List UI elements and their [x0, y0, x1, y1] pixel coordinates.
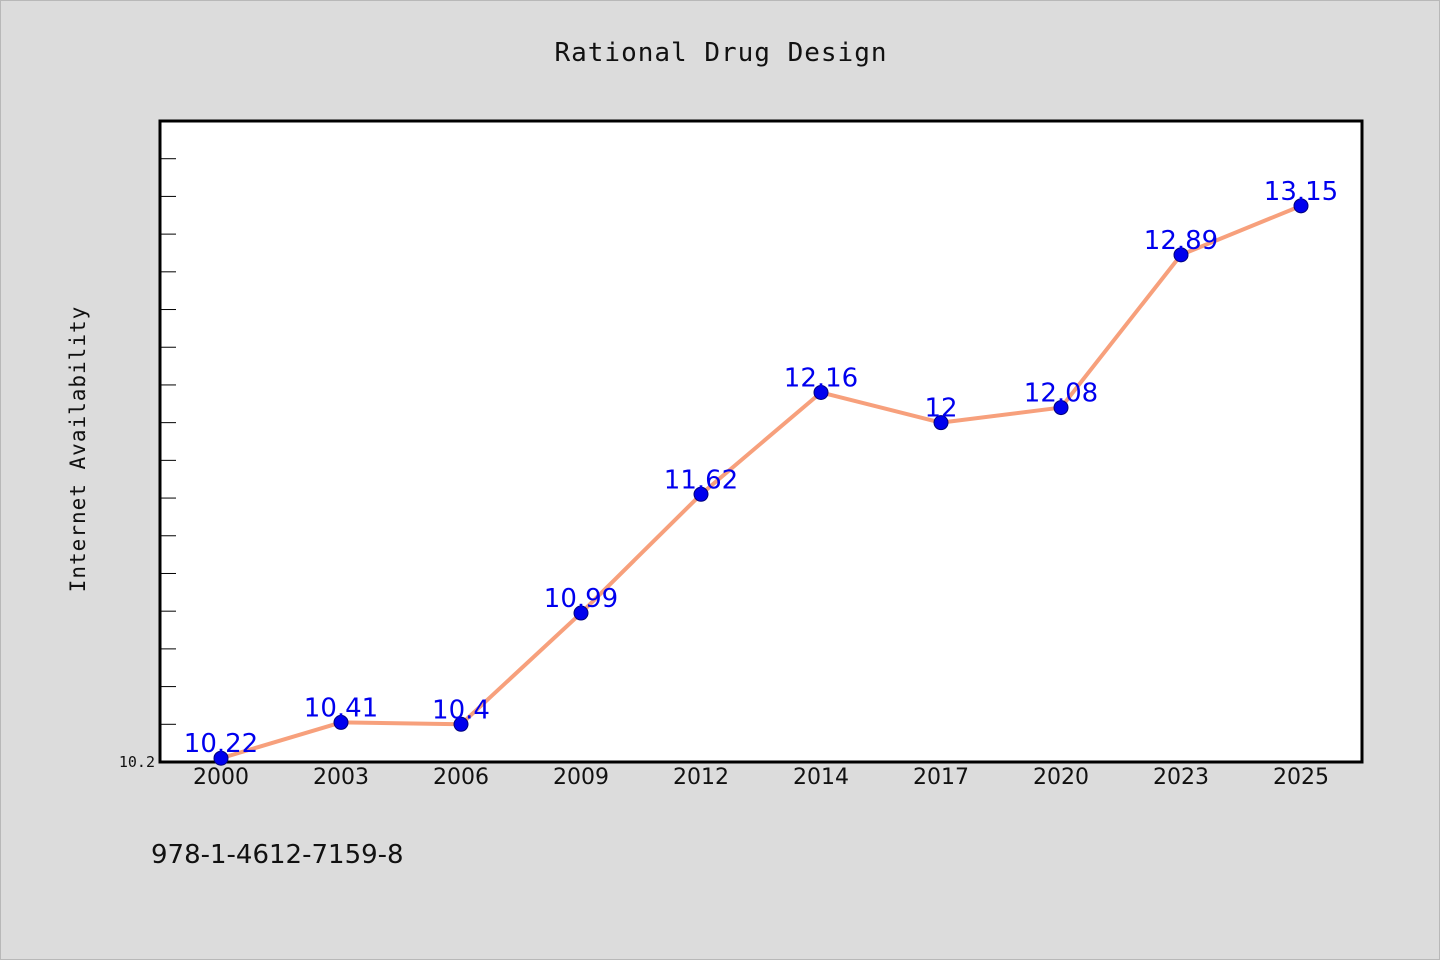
x-tick-label: 2003 — [313, 765, 369, 790]
data-point — [333, 714, 349, 730]
data-labels: 10.22 10.41 10.4 10.99 11.62 12.16 12 12.08 12.8… — [184, 177, 1338, 759]
data-point — [933, 415, 949, 431]
data-point — [453, 716, 469, 732]
x-tick-label: 2025 — [1273, 765, 1329, 790]
y-axis-tick-labels: 10.2 — [119, 753, 155, 771]
series-lines — [219, 203, 1303, 761]
x-tick-label: 2006 — [433, 765, 489, 790]
x-tick-label: 2014 — [793, 765, 849, 790]
data-point — [1293, 198, 1309, 214]
chart-title: Rational Drug Design — [554, 38, 887, 68]
data-label: 13.15 — [1264, 177, 1338, 207]
data-label: 12.89 — [1144, 226, 1218, 256]
x-tick-label: 2023 — [1153, 765, 1209, 790]
data-point — [813, 384, 829, 400]
data-points — [213, 198, 1309, 766]
data-label: 12 — [924, 394, 957, 424]
y-axis-label: Internet Availability — [66, 306, 90, 593]
x-tick-label: 2020 — [1033, 765, 1089, 790]
data-point — [693, 486, 709, 502]
x-tick-label: 2000 — [193, 765, 249, 790]
data-point — [213, 750, 229, 766]
y-axis-ticks — [160, 158, 176, 725]
data-label: 10.41 — [304, 693, 378, 723]
y-tick-label: 10.2 — [119, 753, 155, 771]
series-line — [219, 203, 1303, 761]
data-label: 10.4 — [432, 695, 490, 725]
data-point — [1173, 247, 1189, 263]
data-label: 10.22 — [184, 729, 258, 759]
data-label: 12.16 — [784, 363, 858, 393]
data-label: 10.99 — [544, 584, 618, 614]
x-axis-tick-labels: 2000 2003 2006 2009 2012 2014 2017 2020 2023 2025 — [193, 765, 1329, 790]
x-tick-label: 2012 — [673, 765, 729, 790]
data-point — [573, 605, 589, 621]
footer-isbn: 978-1-4612-7159-8 — [151, 840, 404, 870]
data-label: 12.08 — [1024, 379, 1098, 409]
data-label: 11.62 — [664, 465, 738, 495]
x-tick-label: 2009 — [553, 765, 609, 790]
x-tick-label: 2017 — [913, 765, 969, 790]
data-point — [1053, 400, 1069, 416]
